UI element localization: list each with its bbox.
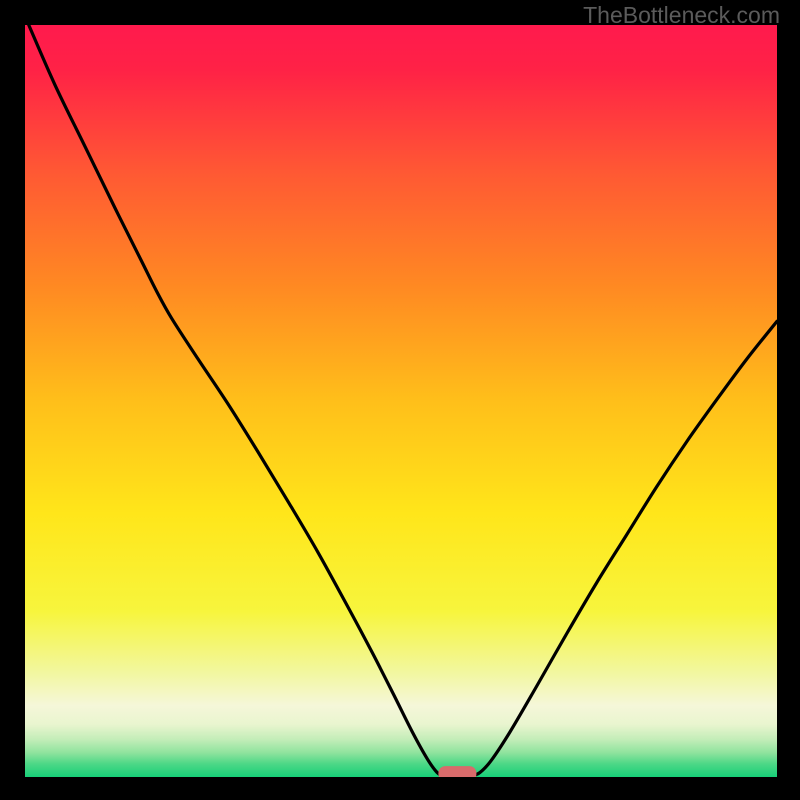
watermark-text: TheBottleneck.com	[583, 2, 780, 29]
gradient-background	[25, 25, 777, 777]
plot-svg	[25, 25, 777, 777]
optimal-point-marker	[438, 766, 476, 777]
plot-area	[25, 25, 777, 777]
chart-frame: TheBottleneck.com	[0, 0, 800, 800]
